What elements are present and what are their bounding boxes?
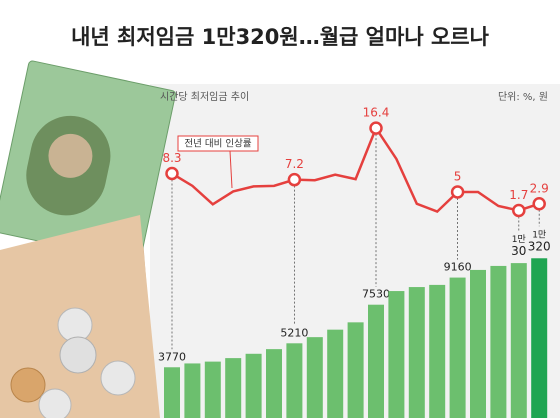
bar (164, 367, 180, 418)
annotation: 전년 대비 인상률 (184, 139, 251, 150)
bar (449, 277, 466, 418)
bar-label: 1만 30 (511, 234, 526, 258)
bar (490, 265, 507, 418)
annotation-box (177, 135, 259, 152)
coin (100, 360, 136, 396)
bar (429, 284, 446, 418)
rate-label: 5 (454, 170, 462, 184)
rate-marker (369, 121, 383, 135)
rate-marker (512, 203, 526, 218)
bar (204, 361, 221, 418)
bar (531, 258, 548, 418)
bar (225, 358, 242, 418)
bar (184, 363, 201, 418)
bar (470, 269, 486, 418)
coin (38, 388, 72, 418)
bar (245, 353, 262, 418)
bar-label: 9160 (444, 261, 472, 274)
rate-marker (450, 185, 465, 199)
rate-label: 16.4 (363, 106, 390, 120)
bar (306, 337, 323, 418)
bar-label: 7530 (362, 288, 390, 301)
bar-label: 5210 (280, 326, 308, 339)
rate-label: 2.9 (530, 181, 549, 195)
rate-label: 8.3 (162, 151, 181, 165)
bar (408, 287, 425, 418)
unit-label: 단위: %, 원 (498, 90, 548, 103)
rate-label: 7.2 (285, 157, 304, 171)
money-illustration (0, 60, 176, 418)
bar (327, 329, 344, 418)
coin (59, 336, 97, 374)
rate-marker (287, 172, 302, 187)
coin (10, 367, 46, 403)
bar (368, 304, 384, 418)
bar (266, 349, 282, 418)
rate-line (171, 125, 540, 214)
chart-subtitle: 시간당 최저임금 추이 (160, 90, 249, 103)
banknote (0, 60, 176, 263)
bar-label: 3770 (158, 350, 186, 363)
rate-marker (532, 197, 546, 211)
bar-label: 1만 320 (528, 229, 551, 253)
bar (388, 291, 405, 418)
bar (510, 263, 527, 418)
bar (286, 343, 303, 418)
rate-marker (165, 166, 179, 181)
bar (347, 322, 364, 418)
annotation-leader (229, 150, 233, 189)
chart-title: 내년 최저임금 1만320원…월급 얼마나 오르나 (71, 25, 489, 49)
rate-label: 1.7 (509, 188, 528, 202)
